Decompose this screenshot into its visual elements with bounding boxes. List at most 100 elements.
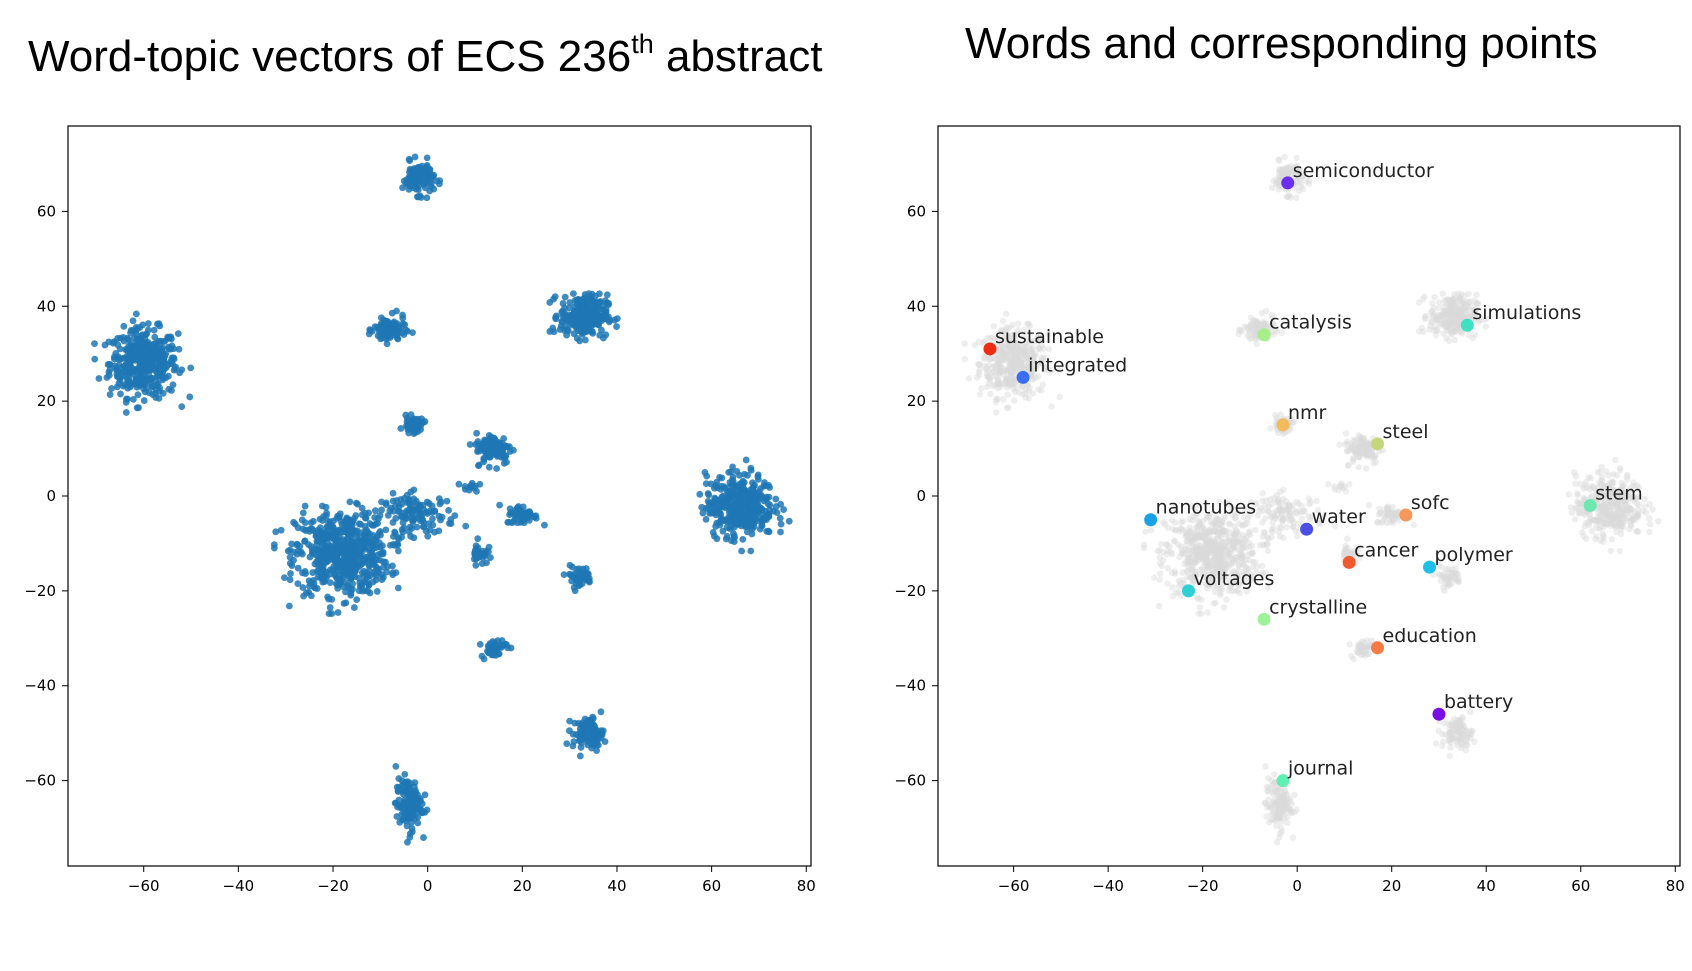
right-background-point bbox=[1278, 517, 1286, 524]
left-point bbox=[322, 503, 330, 511]
right-background-point bbox=[1179, 527, 1187, 534]
right-background-point bbox=[965, 375, 973, 382]
right-background-point bbox=[974, 361, 982, 368]
right-background-point bbox=[1223, 559, 1231, 566]
left-point bbox=[132, 323, 140, 331]
right-background-point bbox=[1241, 535, 1248, 543]
right-background-point bbox=[1355, 463, 1362, 471]
left-point bbox=[413, 422, 421, 430]
right-background-point bbox=[1431, 293, 1438, 301]
right-background-point bbox=[1202, 530, 1210, 537]
left-point bbox=[378, 334, 386, 342]
left-point bbox=[155, 394, 163, 402]
right-background-point bbox=[1270, 800, 1278, 807]
left-point bbox=[132, 378, 140, 386]
right-background-point bbox=[1458, 330, 1466, 337]
right-background-point bbox=[1454, 728, 1461, 735]
left-point bbox=[314, 531, 322, 539]
left-point bbox=[425, 500, 433, 507]
right-background-point bbox=[1048, 403, 1055, 410]
left-title-superscript: th bbox=[631, 29, 654, 59]
left-point bbox=[324, 540, 332, 547]
left-point bbox=[326, 570, 334, 578]
left-point bbox=[339, 583, 347, 591]
left-point bbox=[371, 507, 379, 515]
left-point bbox=[360, 540, 368, 548]
right-background-cluster-points bbox=[961, 153, 1662, 846]
right-background-point bbox=[1655, 517, 1662, 525]
right-background-point bbox=[985, 380, 993, 387]
right-background-point bbox=[1188, 559, 1195, 566]
right-background-point bbox=[1305, 495, 1312, 502]
right-background-point bbox=[976, 391, 984, 398]
right-background-point bbox=[987, 390, 994, 398]
right-background-point bbox=[1156, 560, 1164, 567]
left-point bbox=[104, 361, 112, 368]
left-point bbox=[127, 329, 134, 337]
right-background-point bbox=[1358, 642, 1365, 649]
left-point bbox=[364, 587, 372, 595]
left-point bbox=[140, 352, 147, 359]
left-point bbox=[306, 553, 314, 561]
right-background-point bbox=[1171, 568, 1179, 575]
right-y-tick-label: 60 bbox=[907, 202, 926, 220]
left-point bbox=[115, 380, 123, 387]
right-background-point bbox=[1350, 456, 1357, 463]
left-y-tick-label: −40 bbox=[24, 677, 56, 695]
right-background-point bbox=[1430, 304, 1438, 312]
left-point bbox=[394, 584, 402, 592]
right-background-point bbox=[1217, 592, 1224, 599]
left-point bbox=[161, 352, 169, 360]
right-background-point bbox=[1202, 542, 1209, 549]
left-point bbox=[298, 550, 306, 558]
left-point bbox=[404, 179, 412, 187]
right-background-point bbox=[1200, 536, 1207, 543]
left-point bbox=[377, 321, 385, 329]
right-background-point bbox=[1245, 529, 1252, 537]
left-point bbox=[410, 534, 418, 542]
left-point bbox=[451, 512, 459, 520]
right-background-point bbox=[1056, 393, 1063, 401]
left-point bbox=[124, 395, 131, 403]
left-point bbox=[114, 353, 122, 361]
right-background-point bbox=[1156, 576, 1163, 583]
right-background-point bbox=[1360, 649, 1368, 656]
left-y-tick-label: 60 bbox=[37, 202, 56, 220]
left-x-tick-label: −20 bbox=[317, 877, 349, 895]
left-point bbox=[95, 375, 103, 382]
right-background-point bbox=[1459, 721, 1466, 728]
right-background-point bbox=[1346, 641, 1353, 648]
left-y-tick-label: −60 bbox=[24, 772, 56, 790]
right-background-point bbox=[1182, 551, 1189, 558]
right-background-point bbox=[1435, 727, 1442, 734]
left-point bbox=[122, 409, 130, 416]
right-background-point bbox=[1356, 453, 1363, 461]
left-point bbox=[404, 424, 412, 432]
right-background-point bbox=[987, 334, 994, 342]
left-x-tick-label: 20 bbox=[513, 877, 532, 895]
right-background-point bbox=[1459, 300, 1466, 307]
left-point bbox=[314, 573, 322, 581]
left-point bbox=[328, 610, 336, 618]
left-point bbox=[294, 524, 302, 532]
right-background-point bbox=[1223, 596, 1230, 603]
left-point bbox=[350, 604, 358, 611]
right-background-point bbox=[1370, 454, 1378, 462]
left-point bbox=[368, 327, 376, 335]
left-point bbox=[301, 502, 309, 510]
right-background-point bbox=[1356, 436, 1364, 443]
left-point bbox=[302, 589, 310, 597]
left-x-tick-label: −60 bbox=[128, 877, 160, 895]
right-background-point bbox=[1376, 509, 1384, 517]
right-background-point bbox=[1384, 505, 1391, 512]
right-background-point bbox=[1482, 323, 1490, 330]
right-background-point bbox=[1289, 834, 1297, 841]
right-background-point bbox=[1238, 328, 1246, 335]
left-point bbox=[187, 364, 195, 372]
left-point bbox=[309, 517, 317, 525]
left-point bbox=[443, 497, 451, 505]
left-x-tick-label: 80 bbox=[797, 877, 816, 895]
right-background-point bbox=[1280, 796, 1287, 804]
right-background-point bbox=[1276, 523, 1283, 531]
